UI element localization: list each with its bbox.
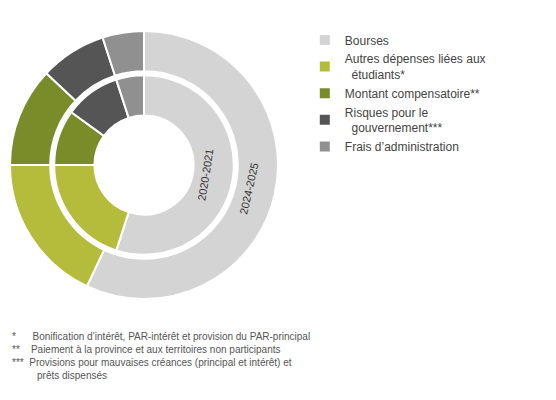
svg-text:Montant compensatoire**: Montant compensatoire**	[345, 87, 480, 101]
svg-text:Risques pour le gouvernement*: Risques pour le gouvernement***	[345, 106, 443, 136]
svg-text:2024-2025: 2024-2025	[237, 161, 260, 215]
svg-text:Frais d’administration: Frais d’administration	[345, 140, 459, 154]
svg-text:Bourses: Bourses	[345, 34, 389, 48]
svg-text:2020-2021: 2020-2021	[195, 148, 215, 202]
svg-text:* Bonification d’intérêt,: * Bonification d’intérêt, PAR-intérêt et…	[12, 331, 310, 381]
svg-text:Autres dépenses liées aux étu: Autres dépenses liées aux étudiants*	[345, 52, 486, 82]
